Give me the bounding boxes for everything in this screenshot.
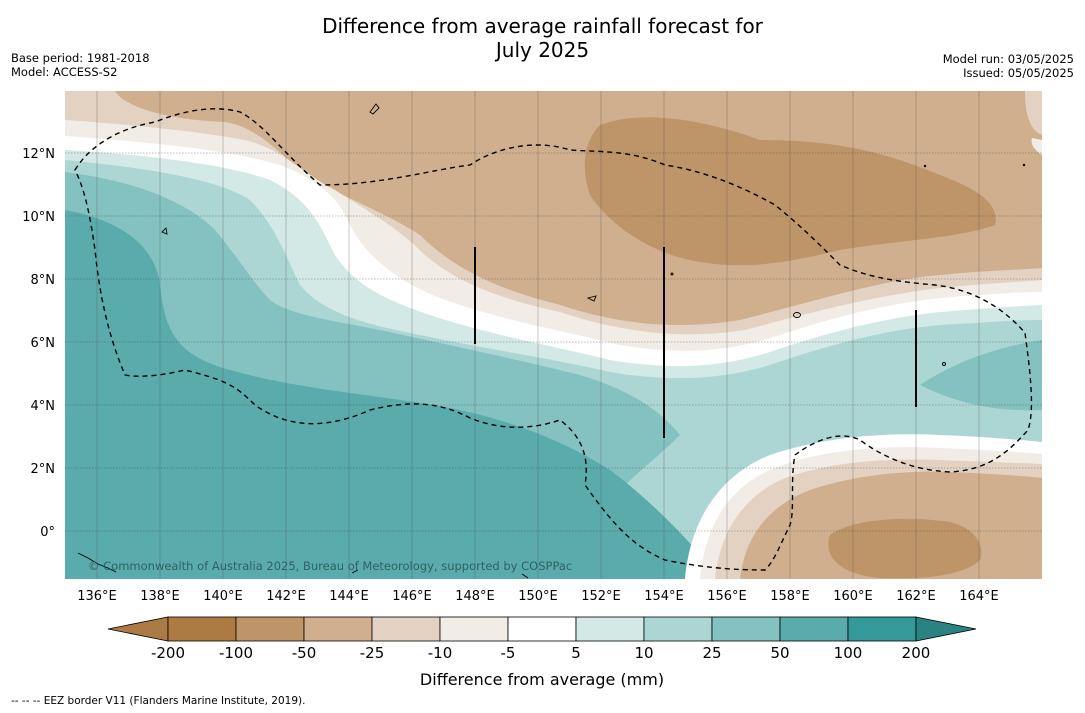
islands [77, 103, 1026, 579]
lat-tick-label: 8°N [31, 273, 56, 288]
marker-lines [474, 247, 917, 438]
colorbar-segment [235, 616, 305, 642]
title-line-2: July 2025 [495, 38, 590, 62]
colorbar-tick: -10 [428, 644, 453, 662]
lat-tick-label: 12°N [22, 147, 55, 162]
field-wetter-east [920, 340, 1042, 411]
lon-tick-label: 136°E [77, 589, 117, 604]
colorbar-extend-high [915, 616, 977, 642]
colorbar-tick: 200 [902, 644, 931, 662]
colorbar-segment [711, 616, 781, 642]
field-se-dry-core [828, 518, 982, 579]
meta-left: Base period: 1981-2018 Model: ACCESS-S2 [11, 51, 150, 79]
lon-tick-label: 142°E [266, 589, 306, 604]
colorbar-tick: 50 [770, 644, 789, 662]
lon-tick-label: 160°E [833, 589, 873, 604]
lon-tick-label: 138°E [140, 589, 180, 604]
lon-tick-label: 144°E [329, 589, 369, 604]
map-title: Difference from average rainfall forecas… [0, 14, 1085, 62]
model-run-text: Model run: 03/05/2025 [942, 52, 1074, 66]
colorbar-tick-labels: -200 -100 -50 -25 -10 -5 5 10 25 50 100 … [151, 644, 930, 662]
lon-tick-label: 156°E [707, 589, 747, 604]
latitude-lines [65, 152, 1042, 532]
field-wettest [65, 210, 720, 579]
lon-tick-labels: 136°E 138°E 140°E 142°E 144°E 146°E 148°… [77, 589, 999, 604]
lon-tick-label: 148°E [455, 589, 495, 604]
colorbar-tick: -100 [219, 644, 253, 662]
colorbar-tick: 5 [571, 644, 581, 662]
copyright-text: © Commonwealth of Australia 2025, Bureau… [88, 559, 572, 573]
colorbar-tick: -50 [292, 644, 317, 662]
lat-tick-labels: 12°N 10°N 8°N 6°N 4°N 2°N 0° [22, 147, 55, 540]
colorbar-segment [371, 616, 441, 642]
lon-tick-label: 150°E [518, 589, 558, 604]
colorbar-extend-low [107, 616, 169, 642]
lon-tick-label: 162°E [896, 589, 936, 604]
lon-tick-label: 154°E [644, 589, 684, 604]
title-line-1: Difference from average rainfall forecas… [322, 14, 763, 38]
meta-right: Model run: 03/05/2025 Issued: 05/05/2025 [943, 52, 1074, 80]
lon-tick-label: 158°E [770, 589, 810, 604]
colorbar-tick: 10 [634, 644, 653, 662]
colorbar: -200 -100 -50 -25 -10 -5 5 10 25 50 100 … [107, 616, 977, 689]
lat-tick-label: 6°N [31, 336, 56, 351]
lon-tick-label: 164°E [959, 589, 999, 604]
colorbar-segment [847, 616, 917, 642]
base-period-text: Base period: 1981-2018 [11, 51, 150, 65]
field-dry-verylight-ne [1031, 138, 1042, 155]
colorbar-tick: -25 [360, 644, 385, 662]
colorbar-segment [303, 616, 373, 642]
colorbar-tick: -5 [501, 644, 516, 662]
colorbar-tick: 100 [834, 644, 863, 662]
colorbar-segment [507, 616, 577, 642]
field-dry-light-ne [1025, 91, 1042, 135]
colorbar-label: Difference from average (mm) [420, 670, 664, 689]
colorbar-segment [575, 616, 645, 642]
lon-tick-label: 146°E [392, 589, 432, 604]
lat-tick-label: 4°N [31, 399, 56, 414]
footnote: -- -- -- EEZ border V11 (Flanders Marine… [11, 695, 306, 707]
model-text: Model: ACCESS-S2 [11, 65, 118, 79]
colorbar-segment [439, 616, 509, 642]
lon-tick-label: 152°E [581, 589, 621, 604]
colorbar-tick: -200 [151, 644, 185, 662]
eez-border [74, 108, 1033, 571]
colorbar-segment [167, 616, 237, 642]
lat-tick-label: 2°N [31, 462, 56, 477]
colorbar-tick: 25 [702, 644, 721, 662]
issued-text: Issued: 05/05/2025 [963, 66, 1074, 80]
lon-tick-label: 140°E [203, 589, 243, 604]
rainfall-anomaly-field: © Commonwealth of Australia 2025, Bureau… [65, 91, 1042, 579]
lat-tick-label: 10°N [22, 210, 55, 225]
colorbar-segment [643, 616, 713, 642]
colorbar-segment [779, 616, 849, 642]
lat-tick-label: 0° [40, 525, 55, 540]
